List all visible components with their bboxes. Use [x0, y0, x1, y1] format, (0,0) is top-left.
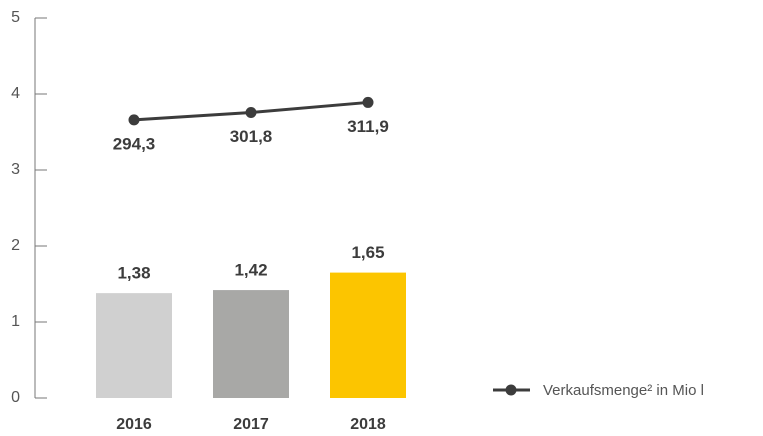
y-tick-label: 5 [11, 9, 20, 26]
line-value-label: 301,8 [230, 127, 273, 146]
x-tick-label: 2017 [233, 416, 269, 433]
legend-marker [505, 384, 517, 396]
x-tick-label: 2016 [116, 416, 152, 433]
y-tick-label: 3 [11, 161, 20, 178]
y-tick-label: 4 [11, 85, 20, 102]
bar [96, 293, 172, 398]
bar-value-label: 1,42 [234, 261, 267, 280]
line-point [362, 96, 374, 108]
y-tick-label: 0 [11, 389, 20, 406]
y-tick-label: 1 [11, 313, 20, 330]
line-value-label: 311,9 [347, 117, 389, 136]
line-value-label: 294,3 [113, 134, 156, 153]
line-point [128, 114, 140, 126]
legend-label: Verkaufsmenge² in Mio l [543, 382, 704, 399]
x-tick-label: 2018 [350, 416, 386, 433]
line-point [245, 106, 257, 118]
bar [213, 290, 289, 398]
bar [330, 272, 406, 398]
y-tick-label: 2 [11, 237, 20, 254]
bar-value-label: 1,38 [117, 264, 150, 283]
bar-value-label: 1,65 [351, 243, 384, 262]
